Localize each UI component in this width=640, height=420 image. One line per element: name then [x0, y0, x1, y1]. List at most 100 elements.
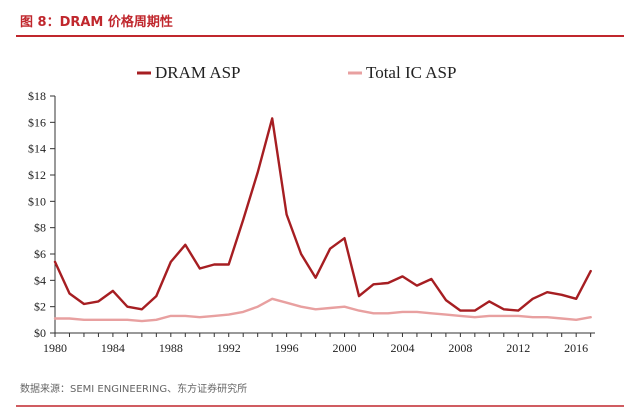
data-point-total-ic-asp — [430, 312, 432, 314]
x-tick-label: 1980 — [43, 341, 67, 355]
data-point-dram-asp — [213, 263, 215, 266]
series-line-dram-asp — [53, 117, 592, 312]
data-point-total-ic-asp — [546, 316, 548, 318]
data-point-dram-asp — [546, 291, 548, 293]
data-point-dram-asp — [416, 285, 418, 287]
data-point-dram-asp — [459, 310, 461, 312]
data-point-total-ic-asp — [561, 317, 563, 320]
data-point-dram-asp — [401, 275, 404, 277]
data-point-dram-asp — [329, 248, 331, 250]
data-point-dram-asp — [488, 300, 490, 302]
data-point-total-ic-asp — [343, 306, 346, 308]
data-point-total-ic-asp — [315, 308, 317, 310]
data-point-dram-asp — [474, 310, 476, 312]
data-point-dram-asp — [242, 219, 244, 221]
data-point-dram-asp — [155, 295, 157, 297]
data-point-total-ic-asp — [503, 315, 505, 317]
data-point-total-ic-asp — [68, 317, 71, 320]
x-tick-label: 2008 — [448, 341, 472, 355]
data-point-total-ic-asp — [358, 310, 360, 312]
data-point-dram-asp — [387, 282, 389, 284]
x-tick-label: 1988 — [159, 341, 183, 355]
data-point-dram-asp — [561, 294, 563, 296]
data-point-total-ic-asp — [228, 314, 230, 316]
data-point-total-ic-asp — [532, 316, 534, 318]
data-point-total-ic-asp — [474, 316, 476, 318]
y-tick-label: $0 — [34, 326, 46, 340]
data-point-total-ic-asp — [286, 302, 288, 304]
data-point-total-ic-asp — [97, 319, 99, 321]
data-point-dram-asp — [430, 278, 432, 280]
data-point-total-ic-asp — [257, 306, 259, 308]
data-point-dram-asp — [141, 308, 143, 310]
data-point-total-ic-asp — [445, 314, 447, 316]
data-point-dram-asp — [300, 253, 302, 255]
data-point-total-ic-asp — [517, 315, 519, 317]
data-point-dram-asp — [228, 263, 230, 266]
data-point-dram-asp — [184, 244, 186, 246]
data-point-dram-asp — [503, 308, 505, 310]
data-point-dram-asp — [532, 298, 534, 300]
x-tick-label: 1992 — [217, 341, 241, 355]
x-tick-label: 1996 — [275, 341, 299, 355]
y-tick-label: $2 — [34, 300, 46, 314]
data-point-dram-asp — [257, 171, 259, 173]
data-point-total-ic-asp — [300, 306, 302, 308]
x-tick-label: 1984 — [101, 341, 125, 355]
data-point-total-ic-asp — [184, 315, 186, 317]
data-point-total-ic-asp — [112, 319, 114, 321]
data-point-dram-asp — [358, 295, 360, 297]
data-point-dram-asp — [170, 261, 172, 263]
data-point-dram-asp — [343, 237, 346, 239]
data-point-total-ic-asp — [83, 319, 85, 321]
x-tick-label: 2000 — [333, 341, 357, 355]
y-tick-label: $4 — [34, 273, 46, 287]
data-point-total-ic-asp — [329, 307, 331, 309]
y-tick-label: $18 — [28, 89, 46, 103]
legend: DRAM ASP Total IC ASP — [137, 63, 456, 82]
data-point-dram-asp — [590, 270, 592, 272]
data-point-dram-asp — [372, 283, 375, 285]
y-axis: $0 $2 $4 $6 $8 $10 $12 $14 $16 $18 — [28, 89, 56, 340]
data-point-dram-asp — [575, 298, 577, 300]
x-tick-label: 2016 — [564, 341, 588, 355]
data-point-dram-asp — [112, 290, 114, 292]
x-tick-label: 2004 — [390, 341, 414, 355]
legend-label-total-ic-asp: Total IC ASP — [366, 63, 456, 82]
data-point-total-ic-asp — [242, 311, 244, 313]
figure-title: 图 8：DRAM 价格周期性 — [20, 14, 173, 30]
data-point-total-ic-asp — [459, 315, 461, 317]
data-point-total-ic-asp — [141, 320, 143, 322]
y-tick-label: $8 — [34, 221, 46, 235]
y-tick-label: $14 — [28, 142, 46, 156]
data-point-total-ic-asp — [372, 312, 375, 314]
data-point-total-ic-asp — [126, 319, 128, 321]
data-point-dram-asp — [126, 306, 128, 308]
data-point-total-ic-asp — [170, 315, 172, 317]
data-point-total-ic-asp — [416, 311, 418, 313]
data-point-total-ic-asp — [575, 319, 577, 321]
data-point-dram-asp — [286, 213, 288, 216]
series-line-total-ic-asp — [53, 297, 592, 323]
x-axis: 1980 1984 1988 1992 1996 2000 2004 2008 2012 2016 — [43, 332, 595, 355]
y-tick-label: $10 — [28, 194, 46, 208]
data-point-total-ic-asp — [199, 316, 201, 318]
source-note: 数据来源：SEMI ENGINEERING、东方证券研究所 — [20, 382, 247, 395]
data-point-dram-asp — [97, 300, 99, 302]
x-tick-label: 2012 — [506, 341, 530, 355]
data-point-total-ic-asp — [401, 311, 404, 313]
data-point-dram-asp — [54, 261, 56, 263]
data-point-dram-asp — [68, 292, 71, 295]
y-tick-label: $12 — [28, 168, 46, 182]
data-point-total-ic-asp — [488, 315, 490, 317]
data-point-dram-asp — [199, 267, 201, 270]
data-point-dram-asp — [83, 303, 85, 305]
data-point-total-ic-asp — [590, 316, 592, 318]
data-point-total-ic-asp — [155, 319, 157, 321]
y-tick-label: $16 — [28, 115, 46, 129]
data-point-dram-asp — [315, 277, 317, 279]
plot-area — [53, 117, 592, 323]
data-point-dram-asp — [271, 117, 273, 119]
y-tick-label: $6 — [34, 247, 46, 261]
